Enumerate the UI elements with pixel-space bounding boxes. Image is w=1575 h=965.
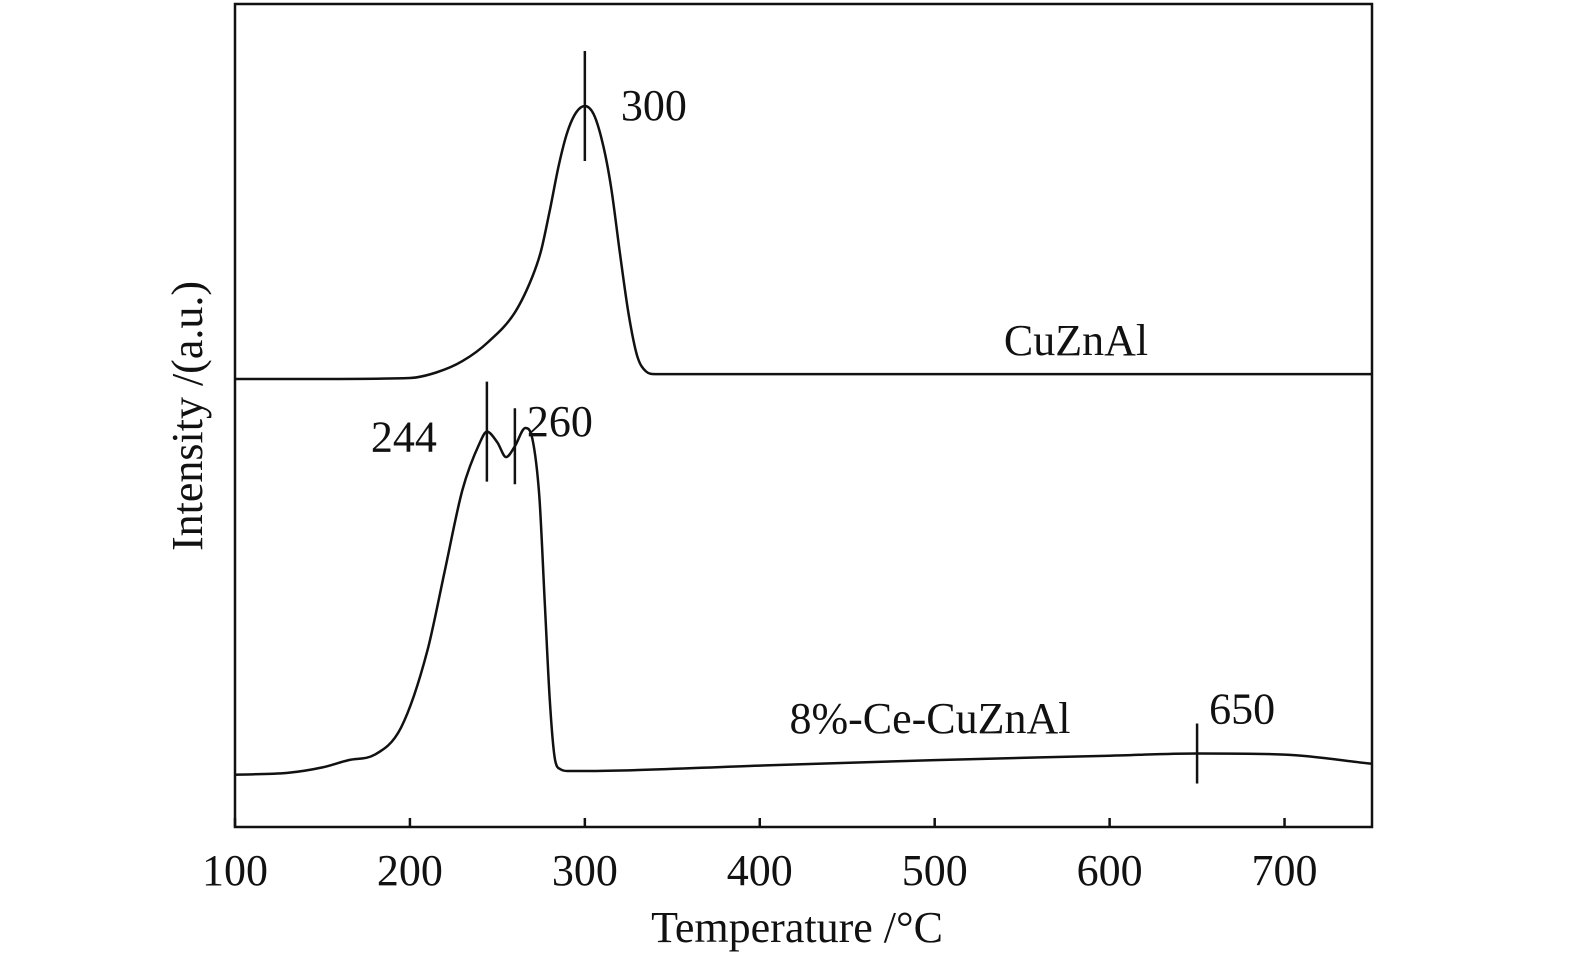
peak-label-260: 260 <box>527 397 593 446</box>
series-label-8-ce-cuznal: 8%-Ce-CuZnAl <box>789 694 1070 743</box>
x-axis-ticks: 100 200 300 400 500 600 700 <box>202 818 1318 895</box>
plot-frame <box>233 2 1374 829</box>
x-axis-label: Temperature /°C <box>651 903 943 952</box>
x-tick-label-500: 500 <box>902 846 968 895</box>
x-tick-label-100: 100 <box>202 846 268 895</box>
x-tick-label-400: 400 <box>727 846 793 895</box>
peak-markers: 300 244 260 650 <box>371 51 1275 784</box>
y-axis-label: Intensity /(a.u.) <box>163 281 212 551</box>
peak-label-300: 300 <box>621 81 687 130</box>
peak-label-650: 650 <box>1209 685 1275 734</box>
peak-label-244: 244 <box>371 413 437 462</box>
x-tick-label-200: 200 <box>377 846 443 895</box>
series-line-cuznal <box>234 104 1372 381</box>
x-tick-label-700: 700 <box>1252 846 1318 895</box>
series-label-cuznal: CuZnAl <box>1004 316 1148 365</box>
series-line-8-ce-cuznal <box>234 426 1373 776</box>
x-tick-label-600: 600 <box>1077 846 1143 895</box>
x-tick-label-300: 300 <box>552 846 618 895</box>
series-layer: CuZnAl 8%-Ce-CuZnAl <box>234 104 1373 776</box>
